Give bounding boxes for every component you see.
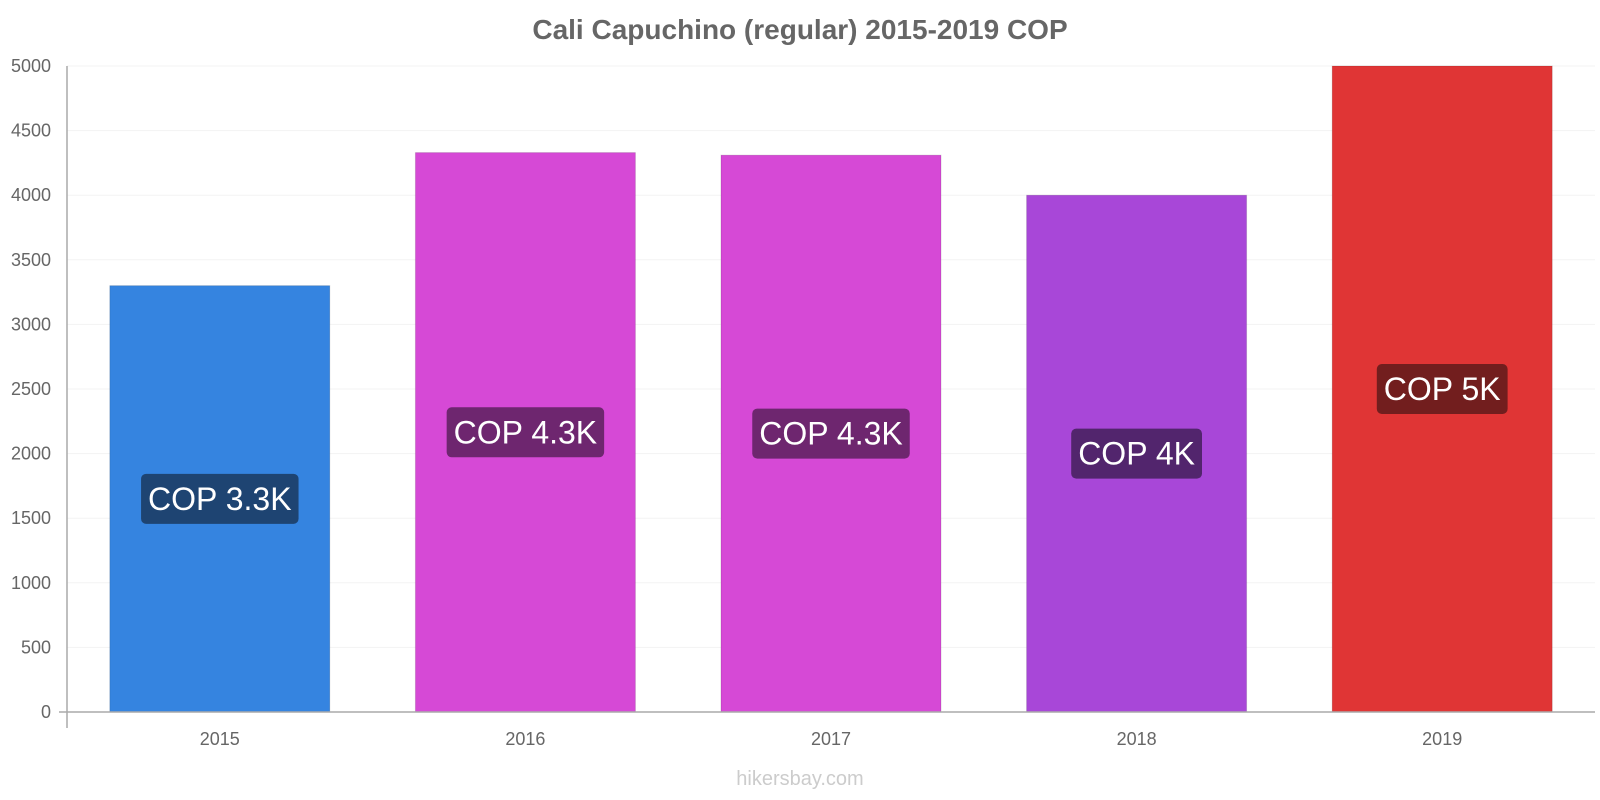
y-tick-label: 1000 xyxy=(11,573,51,593)
x-tick-label: 2018 xyxy=(1117,729,1157,749)
y-tick-label: 3000 xyxy=(11,314,51,334)
data-label-text: COP 4K xyxy=(1078,436,1195,472)
y-tick-labels: 0 500 1000 1500 2000 2500 3000 3500 4000 4500 5000 xyxy=(11,56,51,722)
data-label-box xyxy=(1376,364,1508,414)
data-label-2017: COP 4.3K xyxy=(752,408,910,459)
x-tick-label: 2015 xyxy=(200,729,240,749)
bars xyxy=(109,65,1553,713)
y-tick-label: 2500 xyxy=(11,379,51,399)
y-tick-label: 4000 xyxy=(11,185,51,205)
y-tick-label: 5000 xyxy=(11,56,51,76)
y-tick-label: 3500 xyxy=(11,250,51,270)
x-tick-label: 2016 xyxy=(505,729,545,749)
y-tick-label: 1500 xyxy=(11,508,51,528)
data-label-2019: COP 5K xyxy=(1376,364,1508,414)
y-tick-label: 0 xyxy=(41,702,51,722)
data-label-text: COP 5K xyxy=(1384,371,1501,407)
axes xyxy=(59,66,1595,728)
data-labels: COP 3.3K COP 4.3K COP 4.3K COP 4K COP 5K xyxy=(141,364,1508,524)
data-label-box xyxy=(141,473,299,524)
data-label-2018: COP 4K xyxy=(1071,428,1202,479)
x-tick-labels: 2015 2016 2017 2018 2019 xyxy=(200,729,1462,749)
y-tick-label: 2000 xyxy=(11,444,51,464)
watermark: hikersbay.com xyxy=(736,768,864,790)
data-label-box xyxy=(752,408,910,459)
data-label-box xyxy=(446,407,605,458)
data-label-text: COP 4.3K xyxy=(759,416,902,452)
data-label-box xyxy=(1071,428,1202,479)
data-label-2016: COP 4.3K xyxy=(446,407,605,458)
data-label-2015: COP 3.3K xyxy=(141,473,299,524)
x-tick-label: 2017 xyxy=(811,729,851,749)
y-tick-label: 4500 xyxy=(11,121,51,141)
data-label-text: COP 4.3K xyxy=(454,414,597,450)
chart-title: Cali Capuchino (regular) 2015-2019 COP xyxy=(532,14,1068,45)
data-label-text: COP 3.3K xyxy=(148,481,291,517)
y-tick-label: 500 xyxy=(21,637,51,657)
x-tick-label: 2019 xyxy=(1422,729,1462,749)
